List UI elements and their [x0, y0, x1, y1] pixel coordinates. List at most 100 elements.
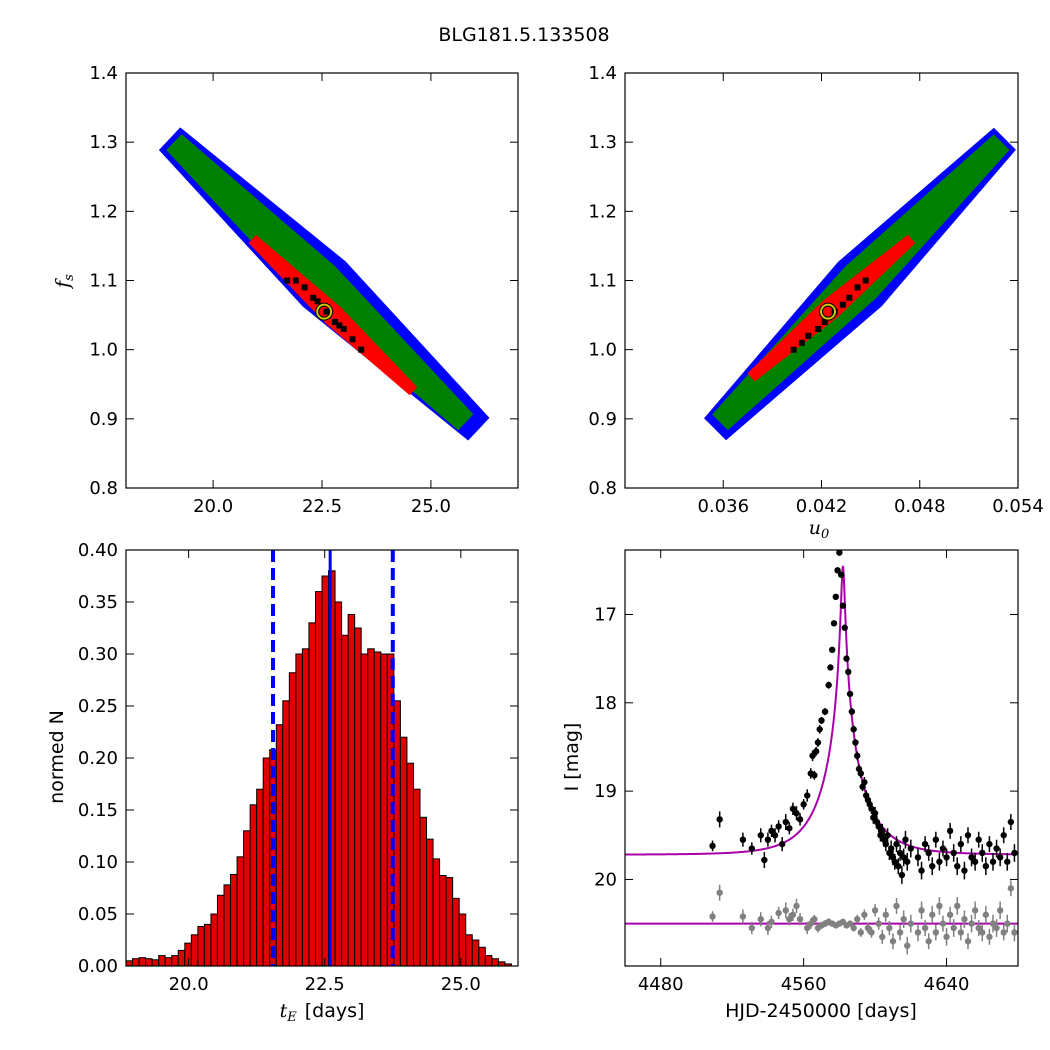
data-point [891, 858, 898, 865]
residual-point [896, 929, 904, 936]
residual-point [946, 911, 954, 918]
histogram-bar [223, 884, 232, 967]
residual-point [850, 924, 857, 932]
data-point [975, 836, 982, 843]
panel-br-ytick-label: 20 [594, 869, 617, 890]
histogram-bar [367, 648, 375, 967]
data-point [1004, 858, 1011, 865]
histogram-bar [151, 959, 160, 967]
histogram-bar [393, 700, 401, 967]
xlabel-tE-days: tE [days] [280, 1000, 365, 1025]
histogram-bar [380, 653, 388, 967]
data-point [709, 842, 716, 850]
histogram-bar [158, 955, 166, 967]
residual-point [996, 907, 1004, 914]
histogram-bar [412, 788, 421, 967]
panel-tl-xtick-label: 25.0 [411, 496, 451, 517]
data-point [811, 772, 818, 779]
panel-tr-xtick-label: 0.054 [992, 496, 1044, 517]
data-point [968, 854, 975, 861]
histogram-bar [295, 653, 303, 967]
data-point [986, 840, 993, 848]
histogram-bar [484, 955, 493, 967]
panel-bl-ytick-label: 0.00 [78, 956, 118, 977]
histogram-bar [445, 877, 454, 967]
contour-core-cell [314, 298, 321, 305]
panel-bl-ytick-label: 0.25 [78, 696, 118, 717]
residual-point [764, 924, 772, 932]
data-point [812, 748, 820, 755]
data-point [829, 646, 836, 654]
residual-point [943, 933, 950, 941]
residual-point [889, 938, 897, 945]
data-point [821, 708, 829, 715]
model-curve [625, 565, 1018, 856]
histogram-bar [216, 894, 225, 967]
data-point [936, 858, 943, 865]
xlabel-tE-units: [days] [305, 1000, 365, 1022]
residual-point [900, 915, 907, 923]
contour-core-cell [301, 284, 308, 291]
histogram-bar [334, 601, 343, 967]
data-point [779, 840, 786, 848]
data-point [961, 867, 968, 874]
data-point [748, 845, 756, 852]
residual-point [804, 924, 811, 932]
data-point [907, 845, 915, 852]
contour-core-cell [284, 277, 291, 284]
contour-inner [248, 234, 418, 396]
contour-core-cell [340, 325, 347, 332]
residual-point [929, 911, 936, 918]
data-point [843, 655, 850, 662]
residual-point [1000, 929, 1007, 936]
contour-core-cell [310, 294, 317, 301]
data-point [871, 810, 879, 817]
histogram-bar [314, 591, 323, 967]
histogram-bar [426, 838, 434, 967]
panel-br-ytick-label: 18 [594, 693, 617, 714]
histogram-bar [256, 788, 264, 967]
residual-point [1004, 920, 1011, 927]
data-point [861, 779, 868, 786]
residual-point [857, 929, 864, 936]
data-point [764, 836, 772, 843]
contour-core-cell [821, 319, 828, 325]
data-point [739, 836, 747, 843]
histogram-bar [262, 757, 271, 967]
data-point [804, 792, 811, 799]
contour-core-cell [815, 325, 822, 332]
histogram-bar [275, 724, 284, 967]
data-point [830, 620, 838, 627]
residual-point [886, 924, 893, 932]
data-point [957, 840, 965, 848]
residual-point [961, 915, 968, 923]
data-point [1000, 832, 1007, 839]
data-point [900, 854, 907, 861]
residual-point [939, 920, 947, 927]
panel-tl-ytick-label: 0.9 [89, 409, 118, 430]
data-point [898, 871, 906, 879]
panel-tl-ytick-label: 1.1 [89, 271, 118, 292]
residual-point [904, 942, 911, 949]
panel-u0-vs-fs: 0.8 0.9 1.0 1.1 1.2 1.3 1.4 0.036 0.042 0.048 0.05… [588, 63, 1043, 517]
histogram-bar [497, 961, 506, 967]
residual-point [982, 911, 990, 918]
histogram-bar [203, 923, 212, 967]
residual-point [925, 938, 932, 945]
data-point [943, 854, 950, 861]
residual-point [1011, 929, 1018, 936]
panel-tl-ytick-label: 1.3 [89, 132, 118, 153]
data-point [979, 849, 986, 857]
data-point [1011, 849, 1018, 857]
panel-tl-xtick-label: 20.0 [193, 496, 233, 517]
panel-tr-xtick-label: 0.042 [796, 496, 848, 517]
histogram-bar [491, 958, 499, 967]
histogram-bar [439, 875, 447, 967]
histogram-bar [471, 939, 480, 967]
ylabel-i-mag: I [mag] [561, 723, 583, 792]
panel-bl-ytick-label: 0.30 [78, 644, 118, 665]
histogram-bar [478, 946, 486, 967]
residual-point [964, 938, 972, 945]
panel-tr-ytick-label: 1.3 [588, 132, 617, 153]
residual-point [875, 920, 882, 927]
